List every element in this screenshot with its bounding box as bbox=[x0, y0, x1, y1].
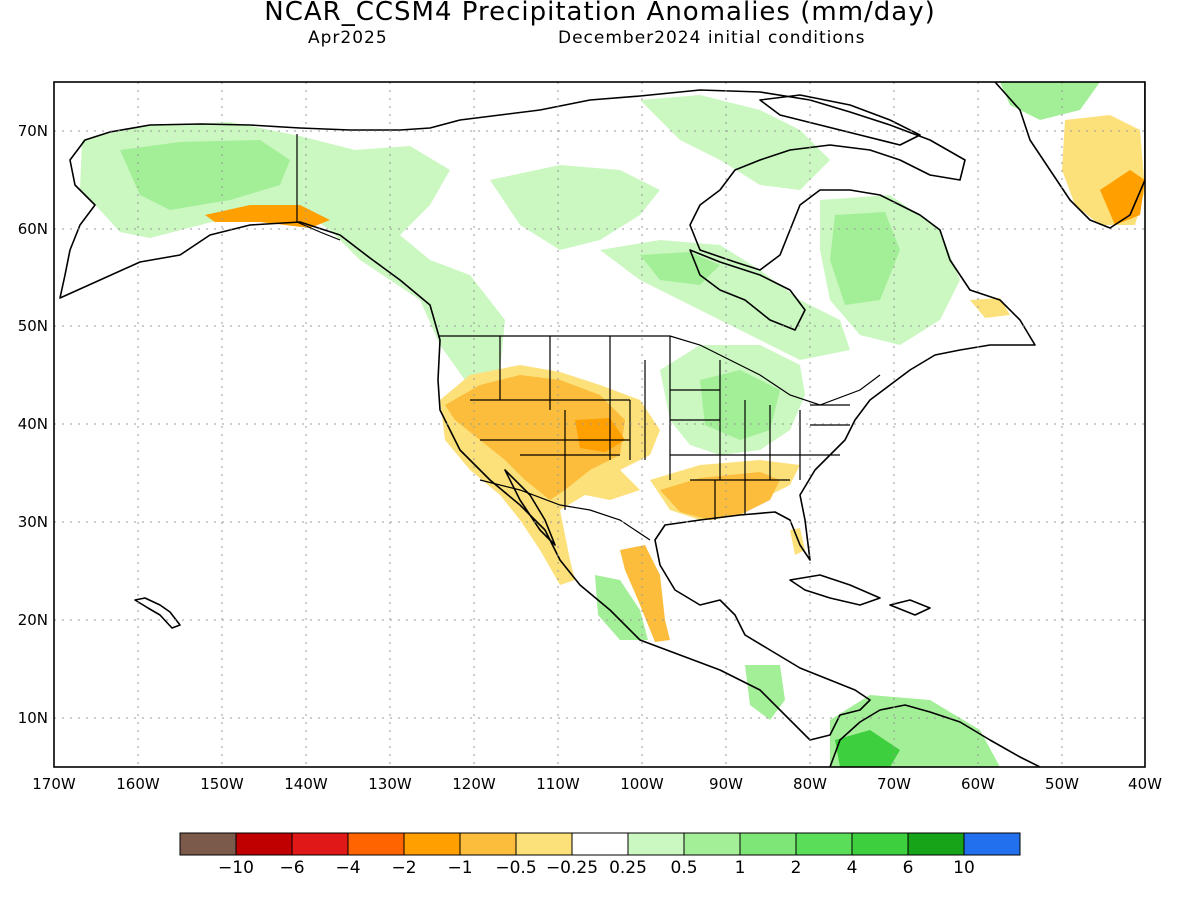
colorbar-swatch-4 bbox=[403, 832, 461, 856]
political-borders bbox=[296, 134, 881, 541]
colorbar-swatch-1 bbox=[235, 832, 293, 856]
lon-label-140w: 140W bbox=[284, 775, 328, 793]
newfoundland-dry-region bbox=[970, 298, 1010, 318]
north-america-coastline bbox=[59, 89, 1036, 741]
colorado-dry-core bbox=[575, 418, 625, 452]
gulf-dry-core bbox=[660, 472, 780, 520]
cbar-label-11: 4 bbox=[847, 858, 858, 878]
cbar-label-3: −2 bbox=[391, 858, 416, 878]
initial-conditions-label: December2024 initial conditions bbox=[558, 28, 866, 48]
lat-label-60: 60N bbox=[18, 220, 48, 238]
lon-label-160w: 160W bbox=[116, 775, 160, 793]
mexico-gulf-dry-region bbox=[620, 545, 670, 642]
colorbar-swatch-10 bbox=[739, 832, 797, 856]
lat-label-30: 30N bbox=[18, 513, 48, 531]
lon-label-120w: 120W bbox=[452, 775, 496, 793]
cbar-label-10: 2 bbox=[791, 858, 802, 878]
arctic-wet-region bbox=[640, 95, 830, 190]
lon-label-60w: 60W bbox=[961, 775, 995, 793]
forecast-month: Apr2025 bbox=[308, 28, 388, 48]
greenland-dry-core bbox=[1100, 170, 1145, 225]
colorbar-swatch-0 bbox=[179, 832, 237, 856]
colorbar-swatch-3 bbox=[347, 832, 405, 856]
lat-label-50: 50N bbox=[18, 317, 48, 335]
cbar-label-5: −0.5 bbox=[495, 858, 536, 878]
cbar-label-0: −10 bbox=[218, 858, 254, 878]
colorbar-swatch-5 bbox=[459, 832, 517, 856]
map-title: NCAR_CCSM4 Precipitation Anomalies (mm/d… bbox=[264, 0, 936, 27]
cbar-label-8: 0.5 bbox=[670, 858, 697, 878]
cbar-label-2: −4 bbox=[335, 858, 360, 878]
lat-label-10: 10N bbox=[18, 709, 48, 727]
lon-label-100w: 100W bbox=[620, 775, 664, 793]
colorbar-swatch-11 bbox=[795, 832, 853, 856]
map-frame bbox=[53, 81, 1146, 768]
colorbar-swatch-7 bbox=[571, 832, 629, 856]
map-layers bbox=[54, 82, 1145, 767]
central-america-wet-region bbox=[745, 665, 785, 720]
colorbar-swatch-13 bbox=[907, 832, 965, 856]
south-america-wet-core bbox=[835, 730, 900, 767]
canada-us-border bbox=[438, 335, 881, 406]
alaska-wet-core bbox=[120, 140, 290, 210]
baffin-outline bbox=[759, 94, 921, 146]
south-america-outline bbox=[829, 704, 1041, 767]
colorbar-swatch-9 bbox=[683, 832, 741, 856]
hudson-wet-core bbox=[640, 252, 720, 285]
coastlines bbox=[59, 82, 1145, 767]
colorbar-swatch-12 bbox=[851, 832, 909, 856]
southwest-dry-core bbox=[445, 375, 625, 500]
mexico-wet-region bbox=[595, 575, 648, 640]
lon-label-40w: 40W bbox=[1128, 775, 1162, 793]
canada-east-wet-region bbox=[490, 165, 660, 250]
wet-anomaly-regions bbox=[80, 82, 1100, 767]
colorbar-swatch-8 bbox=[627, 832, 685, 856]
gulf-of-california bbox=[504, 469, 556, 546]
colorbar bbox=[179, 832, 1021, 856]
lat-label-40: 40N bbox=[18, 415, 48, 433]
cuba-outline bbox=[789, 574, 881, 606]
lon-label-110w: 110W bbox=[536, 775, 580, 793]
colorbar-swatch-6 bbox=[515, 832, 573, 856]
lat-label-20: 20N bbox=[18, 611, 48, 629]
hawaii-outline bbox=[134, 597, 181, 629]
greenland-wet-region bbox=[1000, 82, 1100, 120]
hudson-bay-outline bbox=[689, 249, 806, 331]
lon-label-50w: 50W bbox=[1045, 775, 1079, 793]
cbar-label-1: −6 bbox=[279, 858, 304, 878]
cbar-label-13: 10 bbox=[953, 858, 975, 878]
cbar-label-9: 1 bbox=[735, 858, 746, 878]
hispaniola-outline bbox=[889, 599, 931, 616]
colorbar-labels: −10 −6 −4 −2 −1 −0.5 −0.25 0.25 0.5 1 2 … bbox=[218, 858, 975, 878]
cbar-label-12: 6 bbox=[903, 858, 914, 878]
quebec-wet-core bbox=[830, 212, 900, 305]
state-lines-east bbox=[670, 360, 850, 520]
dry-anomaly-regions bbox=[205, 115, 1145, 642]
cbar-label-6: −0.25 bbox=[546, 858, 598, 878]
lat-label-70: 70N bbox=[18, 122, 48, 140]
cbar-label-7: 0.25 bbox=[609, 858, 647, 878]
state-lines-west bbox=[470, 336, 671, 510]
lon-label-130w: 130W bbox=[368, 775, 412, 793]
us-mexico-border bbox=[479, 479, 651, 541]
colorbar-swatch-2 bbox=[291, 832, 349, 856]
lon-label-170w: 170W bbox=[32, 775, 76, 793]
alaska-canada-border bbox=[296, 134, 341, 241]
lon-label-80w: 80W bbox=[793, 775, 827, 793]
lon-axis-labels: 170W 160W 150W 140W 130W 120W 110W 100W … bbox=[32, 775, 1162, 793]
lat-axis-labels: 10N 20N 30N 40N 50N 60N 70N bbox=[18, 122, 48, 727]
lon-label-90w: 90W bbox=[709, 775, 743, 793]
cbar-label-4: −1 bbox=[447, 858, 472, 878]
colorbar-swatch-14 bbox=[963, 832, 1021, 856]
lon-label-70w: 70W bbox=[877, 775, 911, 793]
lon-label-150w: 150W bbox=[200, 775, 244, 793]
greenland-outline bbox=[994, 82, 1145, 229]
graticule bbox=[54, 82, 1145, 767]
